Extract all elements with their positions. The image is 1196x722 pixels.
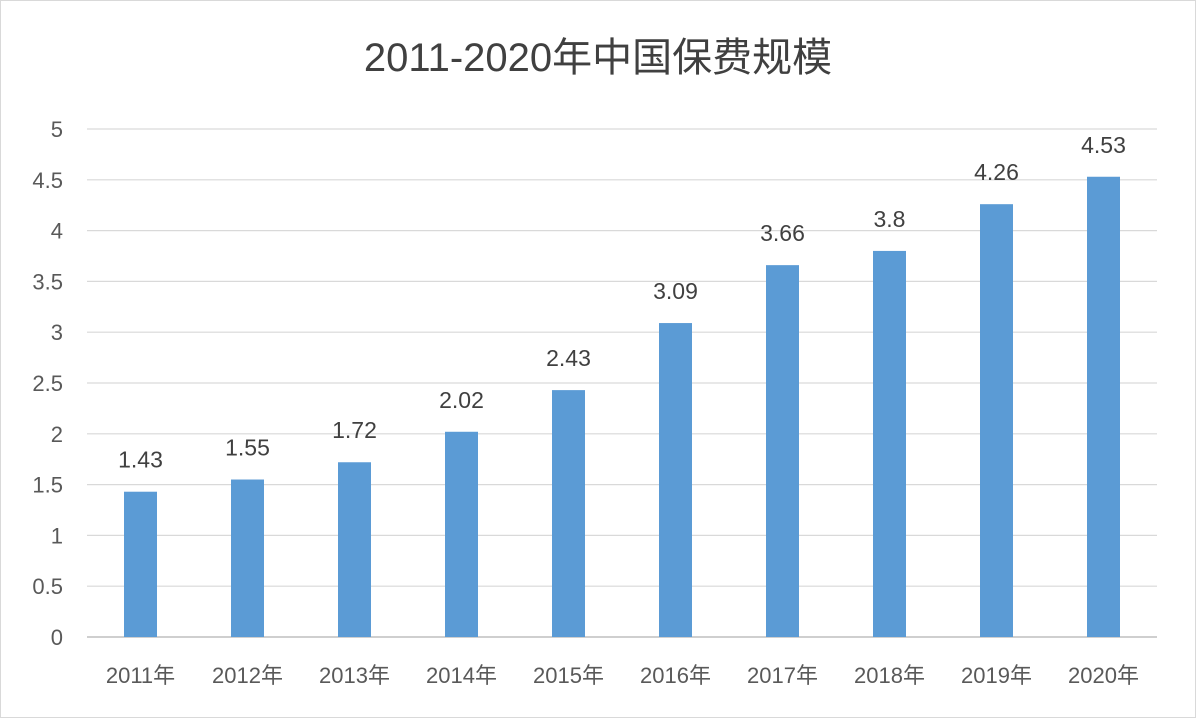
data-label: 3.66 (760, 220, 805, 246)
data-label: 2.43 (546, 345, 591, 371)
bar (766, 265, 799, 637)
y-tick-label: 0.5 (32, 574, 63, 599)
y-tick-label: 1.5 (32, 473, 63, 498)
bar (659, 323, 692, 637)
data-label: 1.43 (118, 447, 163, 473)
y-tick-label: 0 (51, 625, 63, 650)
x-tick-label: 2012年 (212, 663, 283, 688)
bar (980, 204, 1013, 637)
x-tick-label: 2017年 (747, 663, 818, 688)
data-label: 1.72 (332, 417, 377, 443)
bar (873, 250, 906, 638)
y-tick-label: 2.5 (32, 371, 63, 396)
gridlines (87, 128, 1157, 638)
x-tick-label: 2016年 (640, 663, 711, 688)
y-tick-label: 3 (51, 320, 63, 345)
bars (124, 176, 1120, 638)
data-label: 4.26 (974, 159, 1019, 185)
data-label: 2.02 (439, 387, 484, 413)
data-label: 3.09 (653, 278, 698, 304)
bar (231, 479, 264, 637)
y-axis-tick-labels: 0 0.5 1 1.5 2 2.5 3 3.5 4 4.5 5 (32, 117, 63, 650)
y-tick-label: 4.5 (32, 168, 63, 193)
y-tick-label: 5 (51, 117, 63, 142)
x-tick-label: 2014年 (426, 663, 497, 688)
bar (445, 431, 478, 637)
bar (1087, 176, 1120, 637)
data-label: 4.53 (1081, 132, 1126, 158)
bar (552, 390, 585, 637)
bar (124, 491, 157, 637)
bar (338, 462, 371, 637)
x-axis-tick-labels: 2011年 2012年 2013年 2014年 2015年 2016年 2017年 2018年… (106, 663, 1139, 688)
data-labels: 1.43 1.55 1.72 2.02 2.43 3.09 3.66 3.8 4.26 4.53 (118, 132, 1126, 473)
y-tick-label: 4 (51, 219, 63, 244)
y-tick-label: 1 (51, 523, 63, 548)
x-tick-label: 2020年 (1068, 663, 1139, 688)
data-label: 3.8 (874, 206, 906, 232)
x-tick-label: 2013年 (319, 663, 390, 688)
x-tick-label: 2011年 (106, 663, 175, 688)
y-tick-label: 3.5 (32, 269, 63, 294)
data-label: 1.55 (225, 435, 270, 461)
x-tick-label: 2015年 (533, 663, 604, 688)
x-tick-label: 2018年 (854, 663, 925, 688)
y-tick-label: 2 (51, 422, 63, 447)
chart-title: 2011-2020年中国保费规模 (364, 36, 832, 80)
x-tick-label: 2019年 (961, 663, 1032, 688)
